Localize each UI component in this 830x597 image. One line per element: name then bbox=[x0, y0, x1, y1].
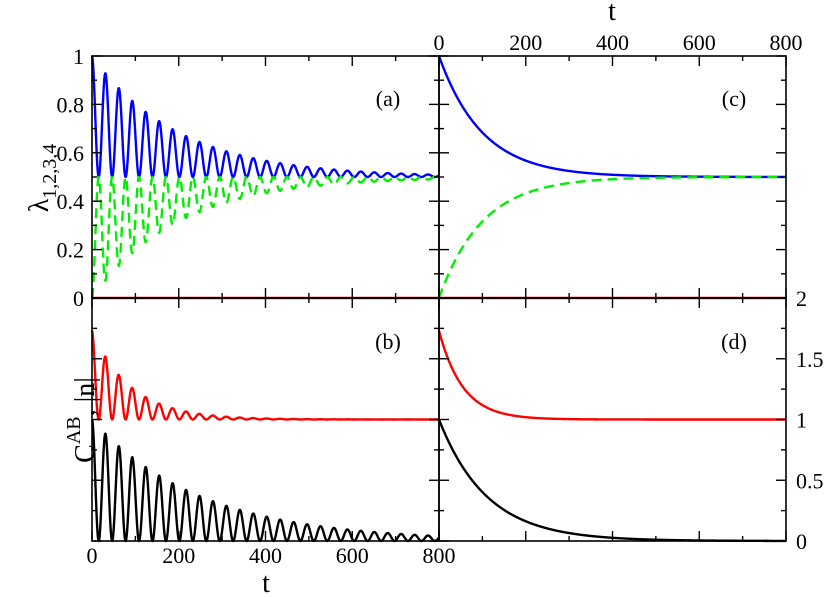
y-axis-title-top-subscript: 1,2,3,4 bbox=[39, 144, 61, 199]
panel-d-series-0-line bbox=[437, 330, 787, 421]
panel-b-series-1-line bbox=[90, 418, 440, 543]
x-tick-label-b: 0 bbox=[87, 543, 98, 568]
y-tick-label-a: 0.4 bbox=[57, 189, 85, 214]
x-tick-label-c: 800 bbox=[770, 30, 803, 55]
y-tick-label-d: 0.5 bbox=[796, 468, 824, 493]
x-tick-label-c: 400 bbox=[596, 30, 629, 55]
panel-c-series-0-line bbox=[437, 55, 787, 179]
y-axis-title-bottom-superscript: AB bbox=[63, 416, 85, 444]
y-tick-label-d: 2 bbox=[796, 286, 807, 311]
frame-layer bbox=[91, 55, 787, 542]
x-tick-label-b: 600 bbox=[336, 543, 369, 568]
x-tick-label-b: 200 bbox=[162, 543, 195, 568]
panel-b-series-0-line bbox=[90, 330, 440, 421]
y-axis-title-bottom-suffix: , |n| bbox=[70, 377, 101, 416]
y-tick-label-a: 0.8 bbox=[57, 92, 85, 117]
y-tick-label-a: 0.6 bbox=[57, 141, 85, 166]
y-axis-title-bottom-main: C bbox=[70, 444, 101, 463]
y-tick-label-a: 0 bbox=[73, 286, 84, 311]
y-tick-label-d: 0 bbox=[796, 529, 807, 554]
panel-label-d: (d) bbox=[721, 329, 747, 354]
panel-a-series-1-line bbox=[90, 175, 440, 299]
panel-label-a: (a) bbox=[376, 86, 400, 111]
panel-label-c: (c) bbox=[722, 86, 746, 111]
y-axis-title-top-main: λ bbox=[24, 198, 55, 212]
x-axis-title-top: t bbox=[608, 0, 616, 27]
y-tick-label-a: 1 bbox=[73, 44, 84, 69]
x-tick-label-c: 600 bbox=[683, 30, 716, 55]
x-axis-title-bottom: t bbox=[262, 568, 270, 597]
y-tick-label-a: 0.2 bbox=[57, 238, 85, 263]
text-layer: λ1,2,3,4 CAB, |n| t t (a) (b) (c) (d) 0 0… bbox=[24, 0, 824, 597]
y-tick-label-d: 1.5 bbox=[796, 347, 824, 372]
panel-label-b: (b) bbox=[375, 329, 401, 354]
panel-c-series-1-line bbox=[437, 175, 787, 299]
y-axis-title-bottom: CAB, |n| bbox=[63, 377, 101, 463]
panel-d-series-1-line bbox=[437, 418, 787, 543]
y-tick-label-d: 1 bbox=[796, 408, 807, 433]
x-tick-label-b: 400 bbox=[249, 543, 282, 568]
x-tick-label-c: 0 bbox=[434, 30, 445, 55]
x-tick-label-c: 200 bbox=[509, 30, 542, 55]
panel-a-series-0-line bbox=[90, 55, 440, 179]
x-tick-label-b: 800 bbox=[423, 543, 456, 568]
y-axis-title-top: λ1,2,3,4 bbox=[24, 144, 61, 213]
